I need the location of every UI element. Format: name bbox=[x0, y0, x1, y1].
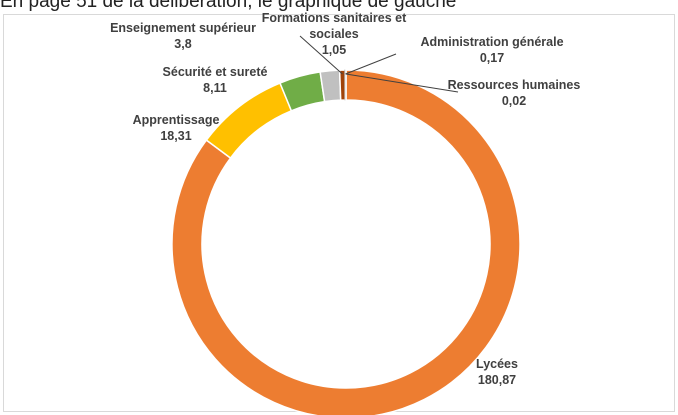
data-label-name-formations-sanitaires-et-sociales: sociales bbox=[309, 27, 358, 41]
leader-line-ressources-humaines bbox=[345, 73, 459, 93]
slice-lycees bbox=[171, 69, 521, 415]
data-label-value-administration-generale: 0,17 bbox=[480, 51, 504, 65]
leader-line-formations-sanitaires-et-sociales bbox=[299, 35, 343, 75]
data-label-name-formations-sanitaires-et-sociales: Formations sanitaires et bbox=[262, 11, 407, 25]
data-label-value-formations-sanitaires-et-sociales: 1,05 bbox=[322, 43, 346, 57]
data-label-value-securite-et-surete: 8,11 bbox=[203, 81, 227, 95]
chart-frame bbox=[3, 14, 675, 412]
data-label-name-securite-et-surete: Sécurité et sureté bbox=[163, 65, 268, 79]
leader-line-administration-generale bbox=[345, 53, 397, 75]
data-label-name-lycees: Lycées bbox=[476, 357, 518, 371]
data-label-name-ressources-humaines: Ressources humaines bbox=[448, 78, 581, 92]
leader-lines bbox=[299, 35, 459, 93]
data-label-value-ressources-humaines: 0,02 bbox=[502, 94, 526, 108]
data-label-name-apprentissage: Apprentissage bbox=[133, 113, 220, 127]
data-label-value-lycees: 180,87 bbox=[478, 373, 516, 387]
data-labels: Lycées 180,87 Apprentissage 18,31 Sécurité e… bbox=[110, 11, 580, 387]
data-label-value-enseignement-superieur: 3,8 bbox=[174, 37, 191, 51]
data-label-name-administration-generale: Administration générale bbox=[420, 35, 563, 49]
data-label-name-enseignement-superieur: Enseignement supérieur bbox=[110, 21, 256, 35]
slice-formations-sanitaires-et-sociales bbox=[338, 69, 346, 101]
slice-enseignement-superieur bbox=[319, 69, 342, 103]
document-caption-fragment: En page 51 de la délibération, le graphi… bbox=[0, 0, 457, 12]
data-label-value-apprentissage: 18,31 bbox=[160, 129, 191, 143]
donut-slices bbox=[171, 69, 521, 415]
